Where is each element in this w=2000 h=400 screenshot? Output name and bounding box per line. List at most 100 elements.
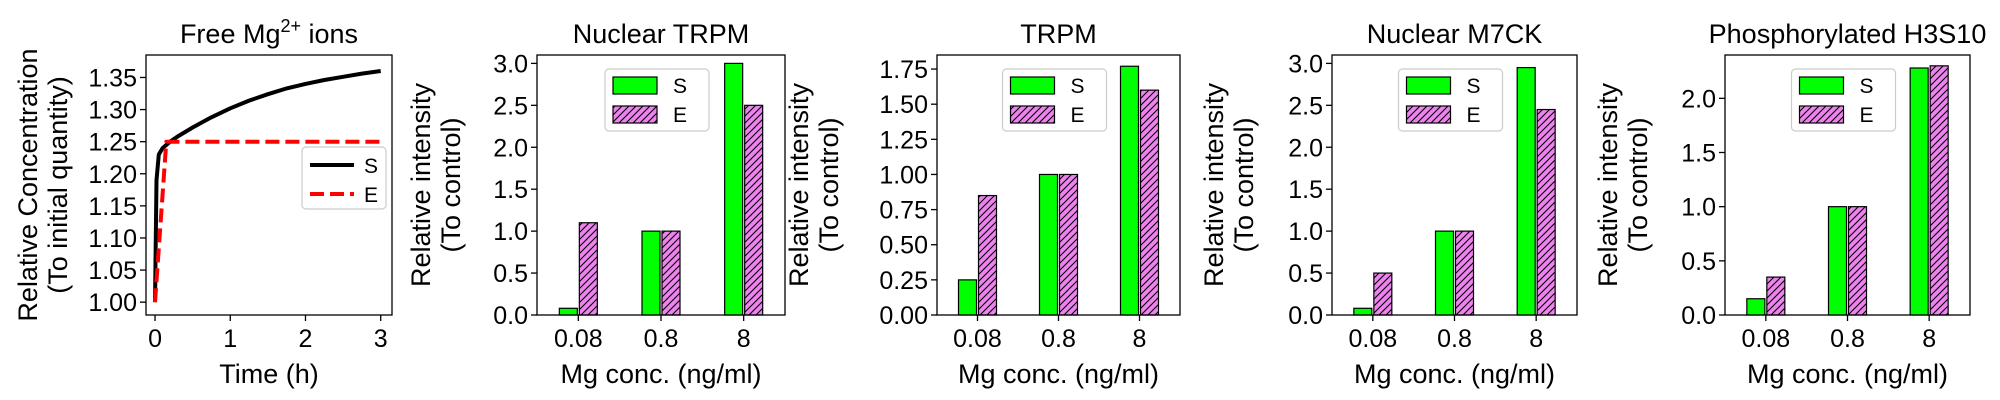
x-axis-label: Mg conc. (ng/ml) [958,359,1159,389]
legend-label: E [1071,104,1085,127]
bar-S-0.8 [1827,206,1848,316]
legend-swatch-S [1009,76,1056,95]
y-tick-label: 1.05 [88,257,137,285]
bar-E-0.8 [1058,173,1079,316]
bar-E-8 [744,104,764,316]
bar-E-8 [1139,89,1160,316]
y-axis-label: Relative intensity(To control) [1593,82,1653,287]
y-tick-label: 1.50 [879,91,928,119]
y-tick-label: 0.0 [1681,302,1716,330]
plot-frame [145,54,393,316]
x-tick-label: 0.8 [1437,325,1472,353]
x-tick-label: 8 [1133,325,1147,353]
y-axis-label: Relative Concentration(To initial quanti… [13,48,73,321]
legend-label: S [673,75,687,98]
chart-panel-5: Phosphorylated H3S10 Relative intensity(T… [1593,19,1986,389]
legend-swatch-E [1798,105,1845,124]
y-tick-label: 0.00 [879,302,928,330]
y-tick-label: 1.0 [1681,194,1716,222]
legend-label: E [364,184,378,207]
y-tick-label: 1.0 [493,218,528,246]
series-line-E [153,139,381,303]
y-tick-label: 0.5 [1681,248,1716,276]
x-tick-label: 8 [1529,325,1543,353]
bar-S-0.08 [1746,298,1766,316]
legend-label: E [1860,104,1874,127]
y-tick-label: 1.0 [1288,218,1323,246]
y-tick-label: 1.00 [879,161,928,189]
chart-title: Nuclear M7CK [1367,19,1543,49]
y-tick-label: 1.5 [1288,176,1323,204]
legend-swatch-E [1405,105,1452,124]
y-tick-label: 1.25 [88,129,137,157]
legend-swatch-S [612,76,658,95]
bar-S-0.8 [641,230,661,316]
y-tick-label: 1.75 [879,56,928,84]
x-axis-label: Mg conc. (ng/ml) [1354,359,1555,389]
x-axis-label: Time (h) [219,359,319,389]
bar-E-0.08 [1766,276,1786,316]
x-tick-label: 0.08 [1741,325,1790,353]
y-tick-label: 1.00 [88,289,137,317]
chart-panel-3: TRPM Relative intensity(To control) Mg con… [784,19,1181,389]
y-tick-label: 3.0 [493,50,528,78]
bar-E-0.8 [1454,230,1475,316]
x-tick-label: 3 [374,325,388,353]
bar-E-8 [1929,65,1949,316]
y-tick-label: 3.0 [1288,50,1323,78]
x-tick-label: 0.8 [644,325,679,353]
legend-label: S [364,155,378,178]
x-tick-label: 0.08 [953,325,1002,353]
legend-swatch-E [1009,105,1056,124]
legend-label: S [1071,75,1085,98]
legend-swatch-S [1798,76,1845,95]
x-tick-label: 0.8 [1830,325,1865,353]
bar-S-8 [1909,67,1929,316]
x-tick-label: 0.8 [1041,325,1076,353]
chart-title: Phosphorylated H3S10 [1709,19,1987,49]
y-tick-label: 2.0 [1681,85,1716,113]
bar-E-0.08 [1373,272,1393,316]
bar-E-0.8 [661,230,681,316]
x-tick-label: 0.08 [1348,325,1397,353]
y-tick-label: 2.0 [1288,134,1323,162]
bar-E-8 [1536,108,1556,316]
chart-panel-2: Nuclear TRPM Relative intensity(To contro… [406,19,786,389]
y-tick-label: 1.30 [88,97,137,125]
y-axis-label: Relative intensity(To control) [1199,82,1259,287]
y-tick-label: 2.5 [493,92,528,120]
bar-E-0.8 [1847,206,1868,316]
y-axis-label: Relative intensity(To control) [784,82,844,287]
legend-swatch-S [1405,76,1452,95]
y-tick-label: 1.5 [493,176,528,204]
legend-swatch-E [612,105,658,124]
bar-E-0.08 [578,222,598,316]
bar-E-0.08 [977,194,998,316]
bar-S-0.08 [558,307,578,316]
x-tick-label: 1 [223,325,237,353]
x-tick-label: 0 [148,325,162,353]
y-tick-label: 0.50 [879,232,928,260]
chart-panel-4: Nuclear M7CK Relative intensity(To contro… [1199,19,1578,389]
x-axis-label: Mg conc. (ng/ml) [1747,359,1948,389]
x-tick-label: 8 [1922,325,1936,353]
y-axis-label: Relative intensity(To control) [406,82,466,287]
bar-S-8 [724,62,744,316]
plot-frame [1331,54,1578,316]
y-tick-label: 0.75 [879,197,928,225]
plot-frame [1724,54,1971,316]
chart-panel-1: Free Mg2+ ions Relative Concentration(To … [13,16,393,389]
y-tick-label: 2.5 [1288,92,1323,120]
y-tick-label: 0.5 [1288,260,1323,288]
chart-title: Nuclear TRPM [573,19,750,49]
x-tick-label: 8 [737,325,751,353]
y-tick-label: 0.25 [879,267,928,295]
bar-S-0.8 [1038,173,1059,316]
plot-frame [936,54,1181,316]
legend-label: S [1860,75,1874,98]
chart-title: TRPM [1020,19,1097,49]
legend-label: S [1467,75,1481,98]
y-tick-label: 1.5 [1681,140,1716,168]
plot-frame [536,54,786,316]
bar-S-0.08 [957,279,978,316]
